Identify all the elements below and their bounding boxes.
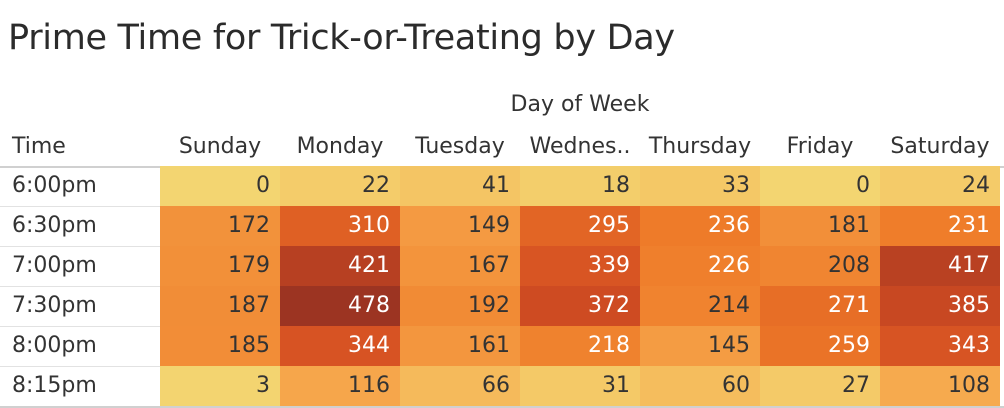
column-header: Wednes.. [529, 134, 631, 159]
row-divider [0, 366, 160, 367]
heatmap-cell: 385 [880, 286, 1000, 326]
column-header: Tuesday [415, 134, 505, 159]
heatmap-cell: 478 [280, 286, 400, 326]
heatmap-cell: 66 [400, 366, 520, 406]
heatmap-cell: 149 [400, 206, 520, 246]
heatmap-cell: 33 [640, 166, 760, 206]
heatmap-cell: 27 [760, 366, 880, 406]
heatmap-cell: 208 [760, 246, 880, 286]
heatmap-cell: 421 [280, 246, 400, 286]
heatmap-cell: 3 [160, 366, 280, 406]
heatmap-cell: 41 [400, 166, 520, 206]
heatmap-cell: 0 [160, 166, 280, 206]
row-header-label: Time [12, 134, 66, 159]
heatmap-cell: 344 [280, 326, 400, 366]
column-header: Monday [296, 134, 384, 159]
heatmap-cell: 22 [280, 166, 400, 206]
row-label: 6:30pm [12, 213, 97, 238]
row-label: 7:30pm [12, 293, 97, 318]
row-label: 6:00pm [12, 173, 97, 198]
heatmap-cell: 18 [520, 166, 640, 206]
row-label: 7:00pm [12, 253, 97, 278]
heatmap-cell: 417 [880, 246, 1000, 286]
column-header: Saturday [890, 134, 990, 159]
column-header: Sunday [178, 134, 262, 159]
heatmap-cell: 236 [640, 206, 760, 246]
heatmap-cell: 185 [160, 326, 280, 366]
heatmap-cell: 218 [520, 326, 640, 366]
row-label: 8:15pm [12, 373, 97, 398]
row-divider [0, 206, 160, 207]
heatmap-cell: 179 [160, 246, 280, 286]
chart-title: Prime Time for Trick-or-Treating by Day [8, 18, 675, 58]
heatmap-cell: 295 [520, 206, 640, 246]
heatmap-cell: 116 [280, 366, 400, 406]
bottom-divider [0, 406, 1004, 408]
heatmap-cell: 181 [760, 206, 880, 246]
heatmap-cell: 60 [640, 366, 760, 406]
heatmap-cell: 161 [400, 326, 520, 366]
heatmap-cell: 31 [520, 366, 640, 406]
heatmap-cell: 192 [400, 286, 520, 326]
heatmap-cell: 167 [400, 246, 520, 286]
heatmap-cell: 271 [760, 286, 880, 326]
column-header: Thursday [648, 134, 752, 159]
heatmap-cell: 372 [520, 286, 640, 326]
heatmap-cell: 231 [880, 206, 1000, 246]
row-divider [0, 246, 160, 247]
heatmap-cell: 226 [640, 246, 760, 286]
heatmap-cell: 310 [280, 206, 400, 246]
heatmap-cell: 339 [520, 246, 640, 286]
heatmap-cell: 187 [160, 286, 280, 326]
heatmap-cell: 214 [640, 286, 760, 326]
heatmap-cell: 259 [760, 326, 880, 366]
heatmap-cell: 24 [880, 166, 1000, 206]
heatmap-cell: 172 [160, 206, 280, 246]
row-divider [0, 286, 160, 287]
heatmap-cell: 108 [880, 366, 1000, 406]
heatmap-cell: 145 [640, 326, 760, 366]
column-header: Friday [786, 134, 854, 159]
heatmap-cell: 0 [760, 166, 880, 206]
column-group-label: Day of Week [510, 92, 650, 117]
row-divider [0, 326, 160, 327]
heatmap-cell: 343 [880, 326, 1000, 366]
row-label: 8:00pm [12, 333, 97, 358]
